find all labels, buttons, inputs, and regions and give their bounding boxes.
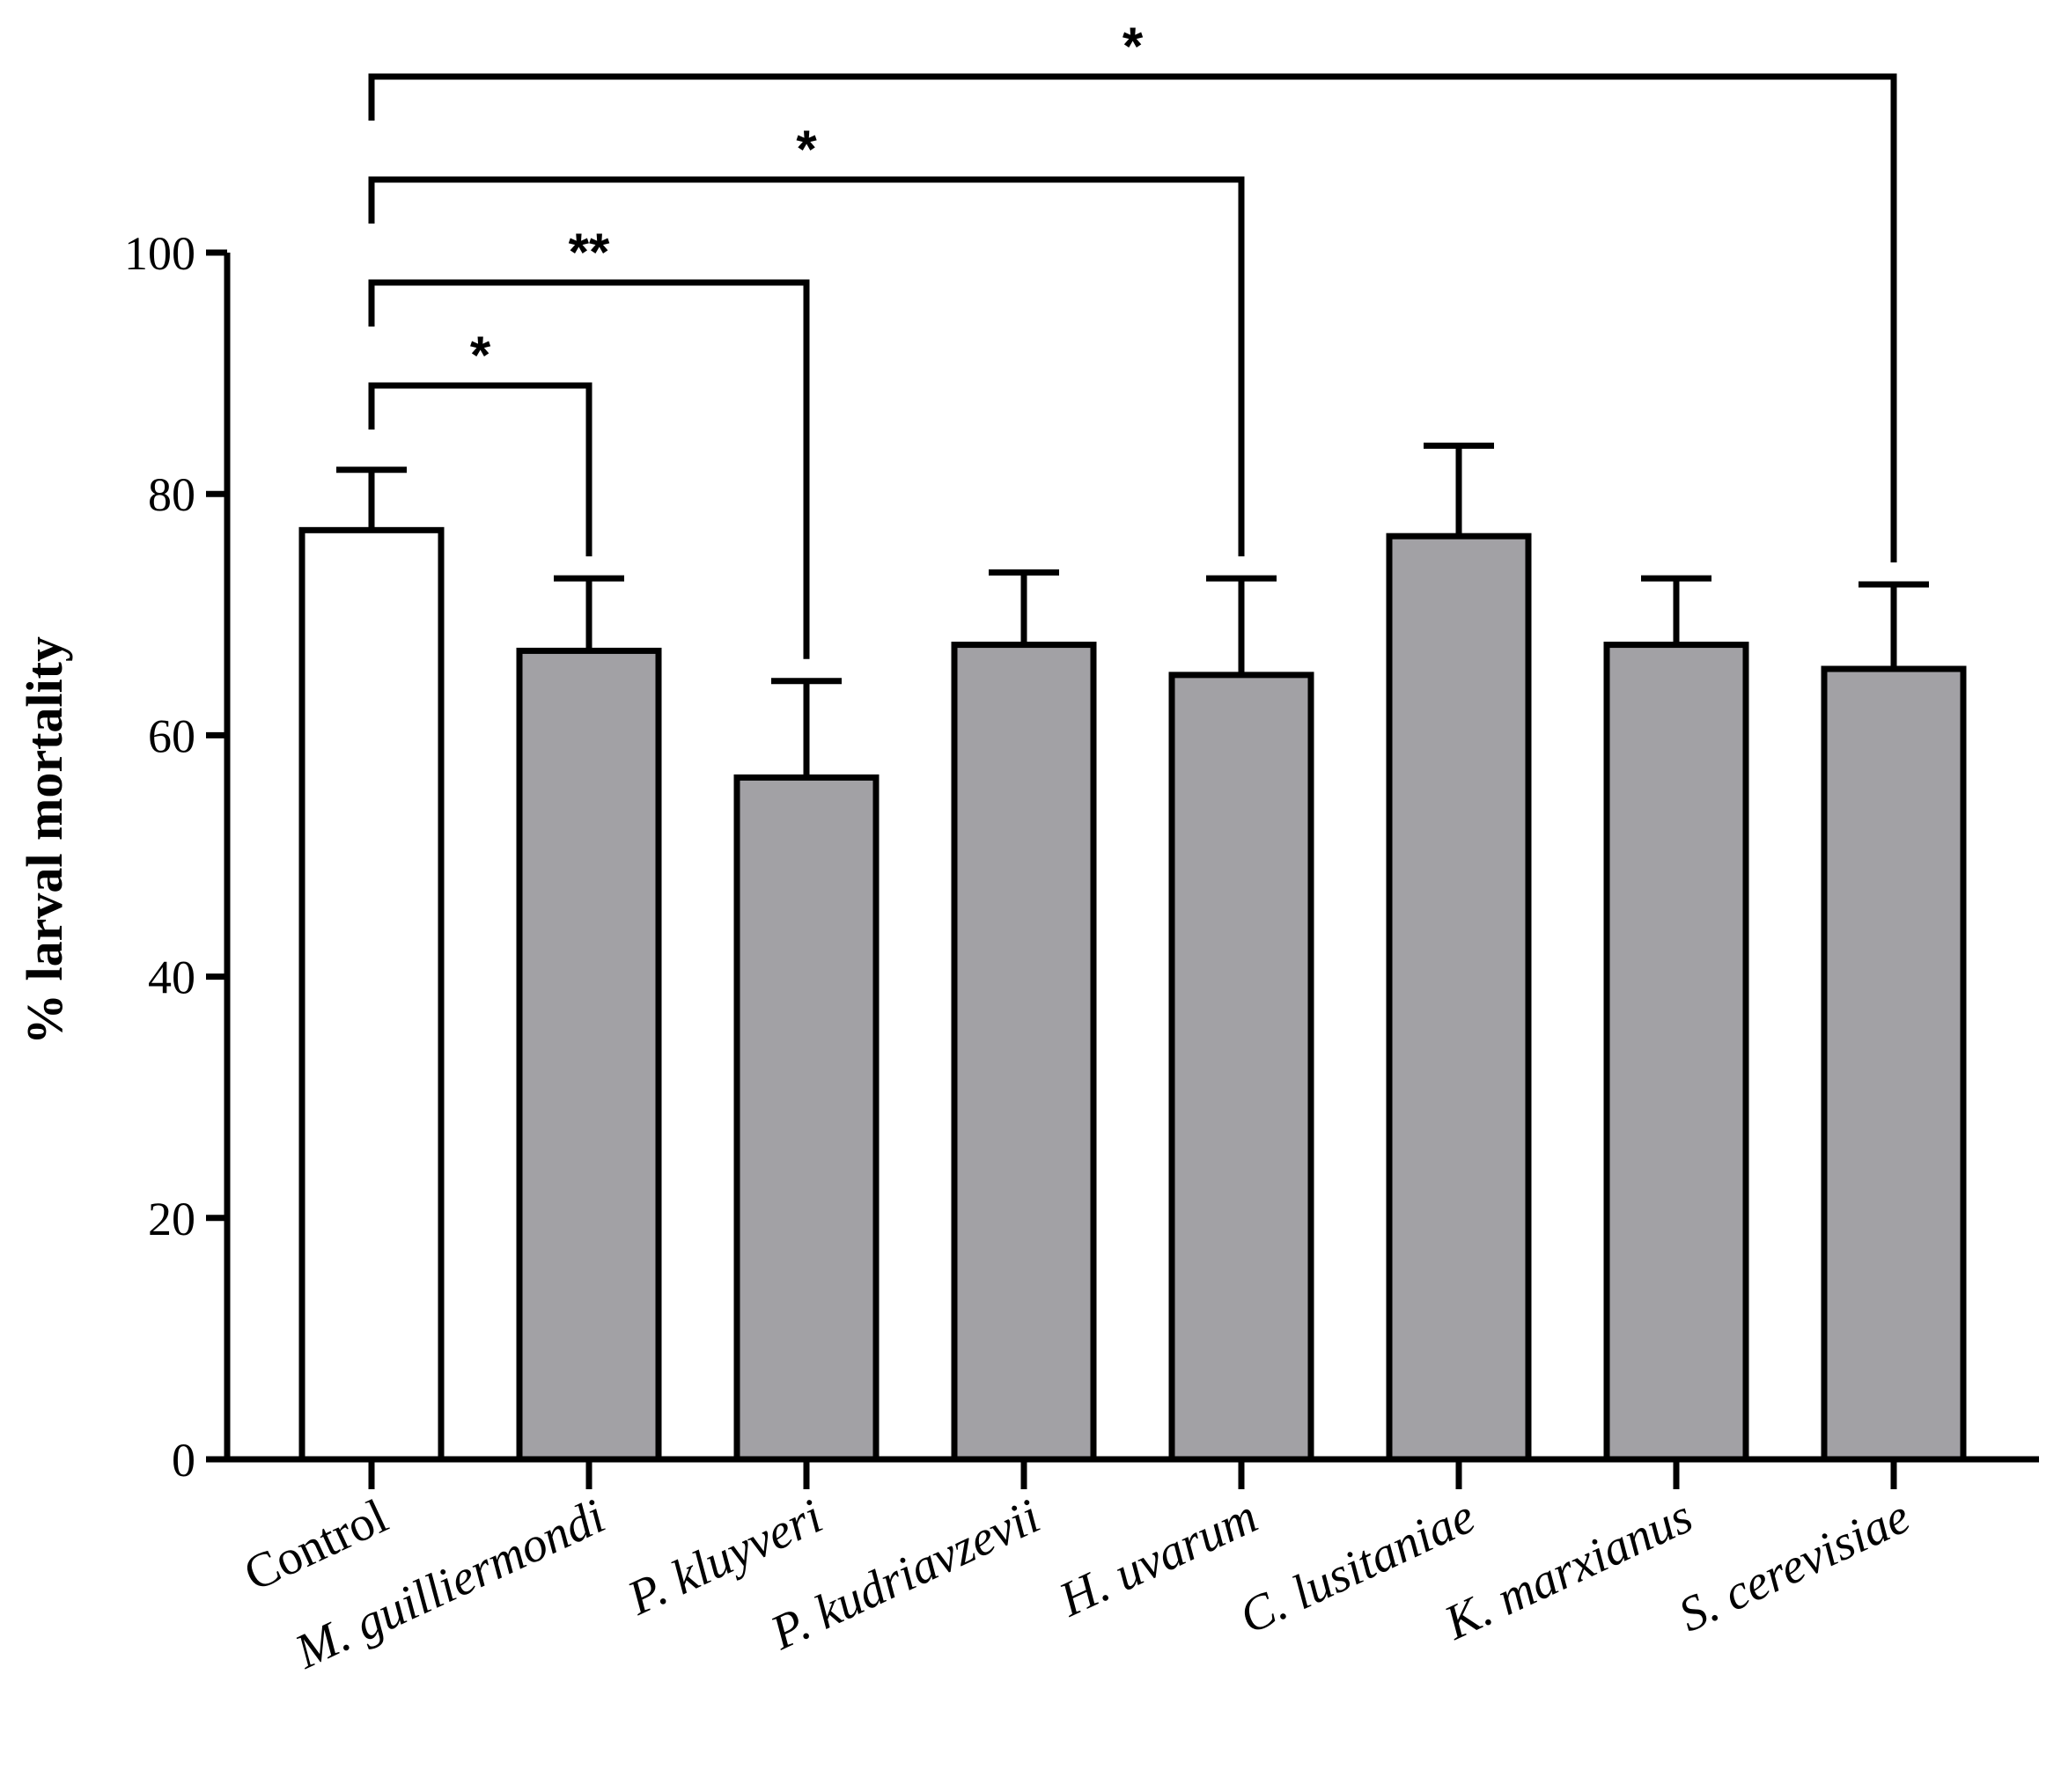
bar <box>516 647 662 1463</box>
y-tick-label: 80 <box>148 468 195 521</box>
bar <box>1603 642 1749 1463</box>
y-tick-label: 40 <box>148 951 195 1004</box>
bar <box>1821 665 1967 1463</box>
bar <box>951 642 1097 1463</box>
significance-label: * <box>796 120 817 179</box>
y-tick-label: 0 <box>172 1434 195 1487</box>
significance-bracket <box>368 176 1245 557</box>
significance-bracket <box>368 382 593 557</box>
x-tick-label: K. marxianus <box>1436 1489 1701 1651</box>
significance-label: * <box>470 326 491 385</box>
bar <box>298 526 445 1463</box>
y-tick-label: 100 <box>124 227 195 280</box>
y-tick-label: 60 <box>148 709 195 762</box>
significance-label: ** <box>569 223 610 282</box>
significance-bracket <box>368 279 810 659</box>
x-tick-label: Control <box>236 1489 395 1603</box>
significance-bracket <box>368 73 1897 563</box>
bar <box>1168 672 1314 1463</box>
y-axis-label: % larval mortality <box>16 636 73 1045</box>
x-tick-label: S. cerevisiae <box>1671 1489 1918 1643</box>
bar <box>733 774 880 1463</box>
significance-label: * <box>1123 17 1144 76</box>
x-tick-label: H. uvarum <box>1050 1489 1265 1628</box>
bar <box>1386 532 1532 1463</box>
y-tick-label: 20 <box>148 1193 195 1245</box>
